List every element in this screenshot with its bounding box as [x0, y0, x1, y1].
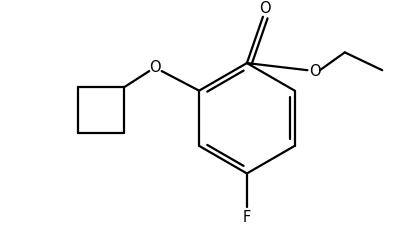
Text: F: F — [243, 209, 251, 225]
Text: O: O — [259, 1, 270, 16]
Text: O: O — [309, 65, 320, 79]
Text: O: O — [149, 60, 160, 75]
